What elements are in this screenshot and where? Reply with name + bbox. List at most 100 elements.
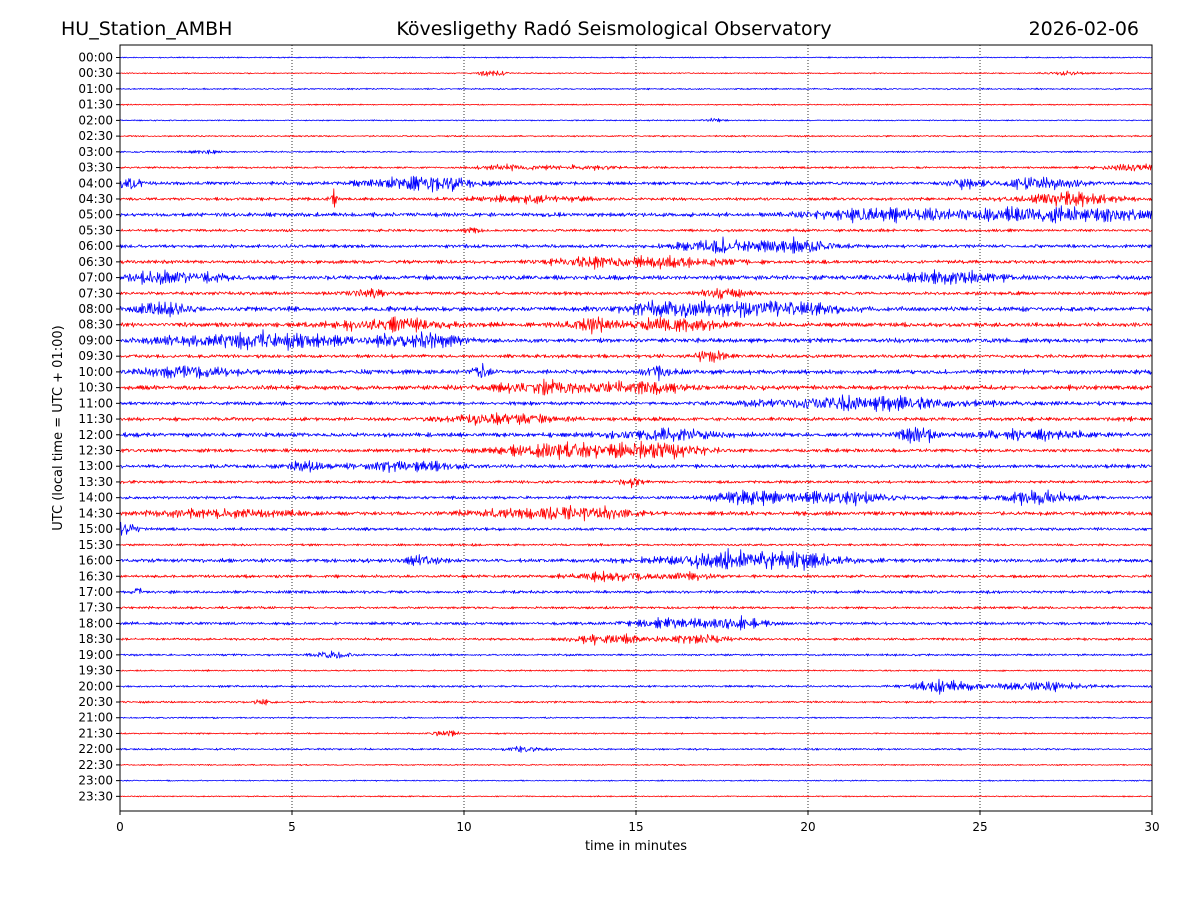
trace-line: [119, 149, 1153, 155]
x-axis-label: time in minutes: [585, 839, 687, 854]
trace-line: [119, 329, 1153, 351]
trace-line: [119, 412, 1153, 426]
y-tick-label: 17:00: [78, 585, 113, 599]
y-tick-label: 22:00: [78, 742, 113, 756]
y-tick-label: 16:00: [78, 554, 113, 568]
y-tick-label: 04:30: [78, 192, 113, 206]
trace-line: [119, 362, 1153, 382]
y-tick-label: 21:30: [78, 726, 113, 740]
trace-line: [119, 795, 1153, 798]
y-tick-label: 15:30: [78, 538, 113, 552]
chart-date: 2026-02-06: [1029, 18, 1139, 40]
trace-line: [119, 440, 1153, 461]
trace-line: [119, 489, 1153, 507]
y-tick-label: 14:00: [78, 491, 113, 505]
y-tick-label: 03:30: [78, 161, 113, 175]
trace-line: [119, 175, 1153, 193]
x-tick-label: 30: [1144, 820, 1159, 834]
trace-line: [119, 227, 1153, 234]
x-tick-label: 25: [972, 820, 987, 834]
trace-line: [119, 426, 1153, 444]
trace-line: [119, 460, 1153, 473]
trace-line: [119, 378, 1153, 396]
trace-line: [119, 350, 1153, 363]
y-tick-label: 15:00: [78, 522, 113, 536]
y-tick-label: 19:00: [78, 648, 113, 662]
trace-line: [119, 763, 1153, 767]
trace-line: [119, 716, 1153, 720]
y-tick-label: 01:00: [78, 82, 113, 96]
trace-line: [119, 745, 1153, 753]
y-tick-label: 21:00: [78, 711, 113, 725]
y-tick-label: 10:00: [78, 365, 113, 379]
trace-line: [119, 299, 1153, 318]
x-tick-label: 15: [628, 820, 643, 834]
y-tick-label: 09:00: [78, 333, 113, 347]
y-tick-label: 12:00: [78, 428, 113, 442]
y-tick-label: 07:00: [78, 271, 113, 285]
trace-line: [119, 56, 1153, 59]
trace-line: [119, 287, 1153, 300]
y-tick-label: 18:30: [78, 632, 113, 646]
trace-line: [119, 394, 1153, 412]
trace-line: [119, 730, 1153, 737]
y-tick-label: 05:30: [78, 223, 113, 237]
y-tick-label: 00:00: [78, 51, 113, 65]
trace-line: [119, 548, 1153, 571]
y-tick-label: 02:00: [78, 113, 113, 127]
trace-line: [119, 134, 1153, 138]
y-tick-label: 03:00: [78, 145, 113, 159]
trace-line: [119, 163, 1153, 172]
y-tick-label: 12:30: [78, 444, 113, 458]
trace-line: [119, 650, 1153, 659]
x-tick-label: 10: [456, 820, 471, 834]
station-name: HU_Station_AMBH: [61, 18, 232, 40]
y-tick-label: 06:00: [78, 239, 113, 253]
y-tick-label: 04:00: [78, 176, 113, 190]
y-tick-label: 13:00: [78, 459, 113, 473]
trace-line: [119, 521, 1153, 536]
trace-line: [119, 103, 1153, 106]
trace-line: [119, 254, 1153, 270]
trace-line: [119, 678, 1153, 695]
trace-line: [119, 615, 1153, 631]
trace-line: [119, 669, 1153, 672]
trace-line: [119, 698, 1153, 706]
y-tick-label: 23:30: [78, 789, 113, 803]
x-tick-label: 0: [116, 820, 124, 834]
y-tick-label: 23:00: [78, 774, 113, 788]
y-tick-label: 18:00: [78, 616, 113, 630]
trace-line: [120, 316, 1153, 335]
y-tick-label: 20:00: [78, 679, 113, 693]
y-tick-label: 20:30: [78, 695, 113, 709]
y-tick-label: 10:30: [78, 381, 113, 395]
x-axis-ticks: 0 5 10 15 20 25 30: [116, 811, 1160, 834]
y-tick-label: 00:30: [78, 66, 113, 80]
trace-line: [119, 236, 1153, 254]
y-tick-label: 11:00: [78, 396, 113, 410]
y-tick-label: 13:30: [78, 475, 113, 489]
y-tick-label: 22:30: [78, 758, 113, 772]
trace-line: [119, 205, 1153, 224]
y-tick-label: 16:30: [78, 569, 113, 583]
y-tick-label: 01:30: [78, 98, 113, 112]
y-tick-label: 08:00: [78, 302, 113, 316]
y-tick-label: 07:30: [78, 286, 113, 300]
trace-line: [119, 117, 1152, 123]
trace-line: [119, 188, 1153, 208]
trace-line: [119, 543, 1153, 547]
seismic-traces: [119, 56, 1153, 798]
x-tick-label: 5: [288, 820, 296, 834]
trace-line: [119, 504, 1153, 522]
y-tick-label: 17:30: [78, 601, 113, 615]
trace-line: [119, 633, 1153, 646]
x-tick-label: 20: [800, 820, 815, 834]
y-tick-label: 11:30: [78, 412, 113, 426]
trace-line: [119, 87, 1153, 91]
grid-lines: [291, 45, 981, 811]
trace-line: [119, 605, 1153, 610]
y-tick-label: 06:30: [78, 255, 113, 269]
y-tick-label: 02:30: [78, 129, 113, 143]
